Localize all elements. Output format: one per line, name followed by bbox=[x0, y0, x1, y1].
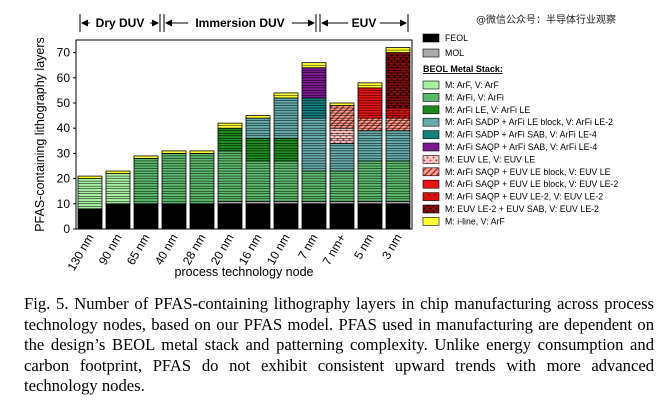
group-dry-duv: Dry DUV bbox=[79, 14, 161, 32]
legend-label: M: ArFi SAQP + EUV LE-2, V: EUV LE-2 bbox=[445, 192, 603, 202]
legend-swatch-m-arfi-sadp-arfi-sab-v-arfi-le-4 bbox=[422, 130, 440, 139]
bar-segment-m-i-line-v-arf bbox=[105, 170, 131, 174]
x-tick-label: 10 nm bbox=[264, 232, 293, 268]
y-tick-label: 70 bbox=[57, 46, 71, 60]
legend-swatch-m-arfi-saqp-euv-le-block-v-euv-le-2 bbox=[422, 179, 440, 189]
legend-heading: BEOL Metal Stack: bbox=[423, 64, 503, 74]
legend-label: M: ArFi SAQP + EUV LE block, V: EUV LE-2 bbox=[445, 179, 618, 189]
legend-swatch-m-i-line-v-arf bbox=[422, 217, 440, 226]
legend-label: M: ArFi LE, V: ArFi LE bbox=[445, 105, 530, 115]
watermark-text: @微信公众号：半导体行业观察 bbox=[476, 15, 616, 26]
legend-swatch-m-arfi-le-v-arfi-le bbox=[422, 105, 440, 115]
y-axis-label: PFAS-containing lithography layers bbox=[33, 37, 47, 232]
legend-swatch-m-euv-le-2-euv-sab-v-euv-le-2 bbox=[422, 204, 440, 214]
x-tick-label: 40 nm bbox=[152, 232, 181, 268]
y-tick-label: 30 bbox=[57, 146, 71, 160]
bar-segment-m-arfi-saqp-euv-le-block-v-euv-le bbox=[357, 117, 383, 132]
legend-label: M: ArFi, V: ArFi bbox=[445, 92, 504, 102]
right-arrowhead bbox=[152, 19, 159, 27]
legend-swatch-m-arfi-saqp-euv-le-2-v-euv-le-2 bbox=[422, 192, 440, 201]
group-label: Dry DUV bbox=[96, 16, 145, 30]
bar-segment-m-arfi-le-v-arfi-le bbox=[217, 127, 243, 152]
legend-label: M: ArFi SADP + ArFi SAB, V: ArFi LE-4 bbox=[445, 130, 597, 140]
bar-segment-m-arfi-le-v-arfi-le bbox=[273, 137, 299, 162]
legend-label: M: EUV LE, V: EUV LE bbox=[445, 154, 535, 164]
y-tick-label: 60 bbox=[57, 71, 71, 85]
legend-swatch-m-arfi-saqp-arfi-sab-v-arfi-le-4 bbox=[422, 142, 440, 152]
bar-segment-m-arfi-saqp-euv-le-block-v-euv-le bbox=[329, 105, 355, 129]
group-immersion-duv: Immersion DUV bbox=[163, 14, 317, 32]
group-euv: EUV bbox=[319, 14, 409, 32]
legend: FEOL MOL BEOL Metal Stack: M: ArF, V: ArF M:… bbox=[422, 33, 618, 226]
x-axis-label: process technology node bbox=[175, 265, 314, 279]
x-tick-label: 130 nm bbox=[64, 232, 96, 274]
legend-swatch-mol bbox=[422, 48, 440, 58]
legend-label: M: ArFi SADP + ArFi LE block, V: ArFi LE… bbox=[445, 117, 613, 127]
bars bbox=[77, 47, 411, 230]
legend-label: M: ArFi SAQP + EUV LE block, V: EUV LE bbox=[445, 167, 611, 177]
bar-segment-m-arfi-saqp-euv-le-block-v-euv-le bbox=[385, 117, 411, 132]
group-label-bg bbox=[89, 15, 151, 31]
legend-swatch-m-arfi-v-arfi bbox=[422, 93, 440, 102]
group-label: Immersion DUV bbox=[195, 16, 284, 30]
group-label: EUV bbox=[352, 16, 377, 30]
x-tick-label: 5 nm bbox=[351, 232, 376, 262]
legend-label: M: i-line, V: ArF bbox=[445, 216, 505, 226]
legend-swatch-m-arf-v-arf bbox=[422, 80, 440, 90]
legend-label: M: EUV LE-2 + EUV SAB, V: EUV LE-2 bbox=[445, 204, 599, 214]
bar-segment-m-arfi-le-v-arfi-le bbox=[245, 137, 271, 162]
figure-caption: Fig. 5. Number of PFAS-containing lithog… bbox=[24, 294, 654, 396]
bar-segment-m-arfi-sadp-arfi-le-block-v-arfi-le-2 bbox=[301, 117, 327, 172]
legend-label: M: ArF, V: ArF bbox=[445, 80, 500, 90]
x-tick-label: 7 nm bbox=[295, 232, 320, 262]
right-arrowhead bbox=[308, 19, 315, 27]
bar-segment-m-i-line-v-arf bbox=[161, 150, 187, 154]
x-tick-label: 90 nm bbox=[96, 232, 125, 268]
bar-segment-m-i-line-v-arf bbox=[77, 175, 103, 180]
group-label-bg bbox=[188, 15, 292, 31]
y-tick-label: 50 bbox=[57, 96, 71, 110]
x-tick-label: 16 nm bbox=[236, 232, 265, 268]
left-arrowhead bbox=[165, 19, 172, 27]
x-tick-label: 28 nm bbox=[180, 232, 209, 268]
plot-frame bbox=[75, 39, 413, 230]
legend-swatch-m-arfi-sadp-arfi-le-block-v-arfi-le-2 bbox=[422, 117, 440, 127]
bar-segment-m-arfi-sadp-arfi-le-block-v-arfi-le-2 bbox=[329, 142, 355, 172]
x-tick-label: 20 nm bbox=[208, 232, 237, 268]
left-arrowhead bbox=[321, 19, 328, 27]
bar-segment-m-i-line-v-arf bbox=[329, 102, 355, 106]
left-arrowhead bbox=[81, 19, 88, 27]
legend-swatch-feol bbox=[422, 33, 440, 43]
y-tick-label: 20 bbox=[57, 172, 71, 186]
y-tick-label: 0 bbox=[63, 222, 70, 236]
legend-swatch-m-euv-le-v-euv-le bbox=[422, 155, 440, 164]
bar-segment-m-i-line-v-arf bbox=[245, 115, 271, 119]
legend-label: M: ArFi SAQP + ArFi SAB, V: ArFi LE-4 bbox=[445, 142, 597, 152]
legend-swatch-m-arfi-saqp-euv-le-block-v-euv-le bbox=[422, 167, 440, 177]
legend-label: FEOL bbox=[445, 33, 468, 43]
bar-segment-m-i-line-v-arf bbox=[189, 150, 215, 154]
x-tick-label: 7 nm+ bbox=[320, 232, 349, 268]
legend-label: MOL bbox=[445, 48, 464, 58]
x-tick-label: 65 nm bbox=[124, 232, 153, 268]
chart: 0 10 20 30 40 50 60 70 PFAS-containing lithograp… bbox=[33, 14, 618, 279]
group-label-bg bbox=[348, 15, 380, 31]
x-tick-label: 3 nm bbox=[379, 232, 404, 262]
right-arrowhead bbox=[400, 19, 407, 27]
bar-segment-m-i-line-v-arf bbox=[133, 155, 159, 159]
y-tick-label: 10 bbox=[57, 197, 71, 211]
y-tick-label: 40 bbox=[57, 121, 71, 135]
